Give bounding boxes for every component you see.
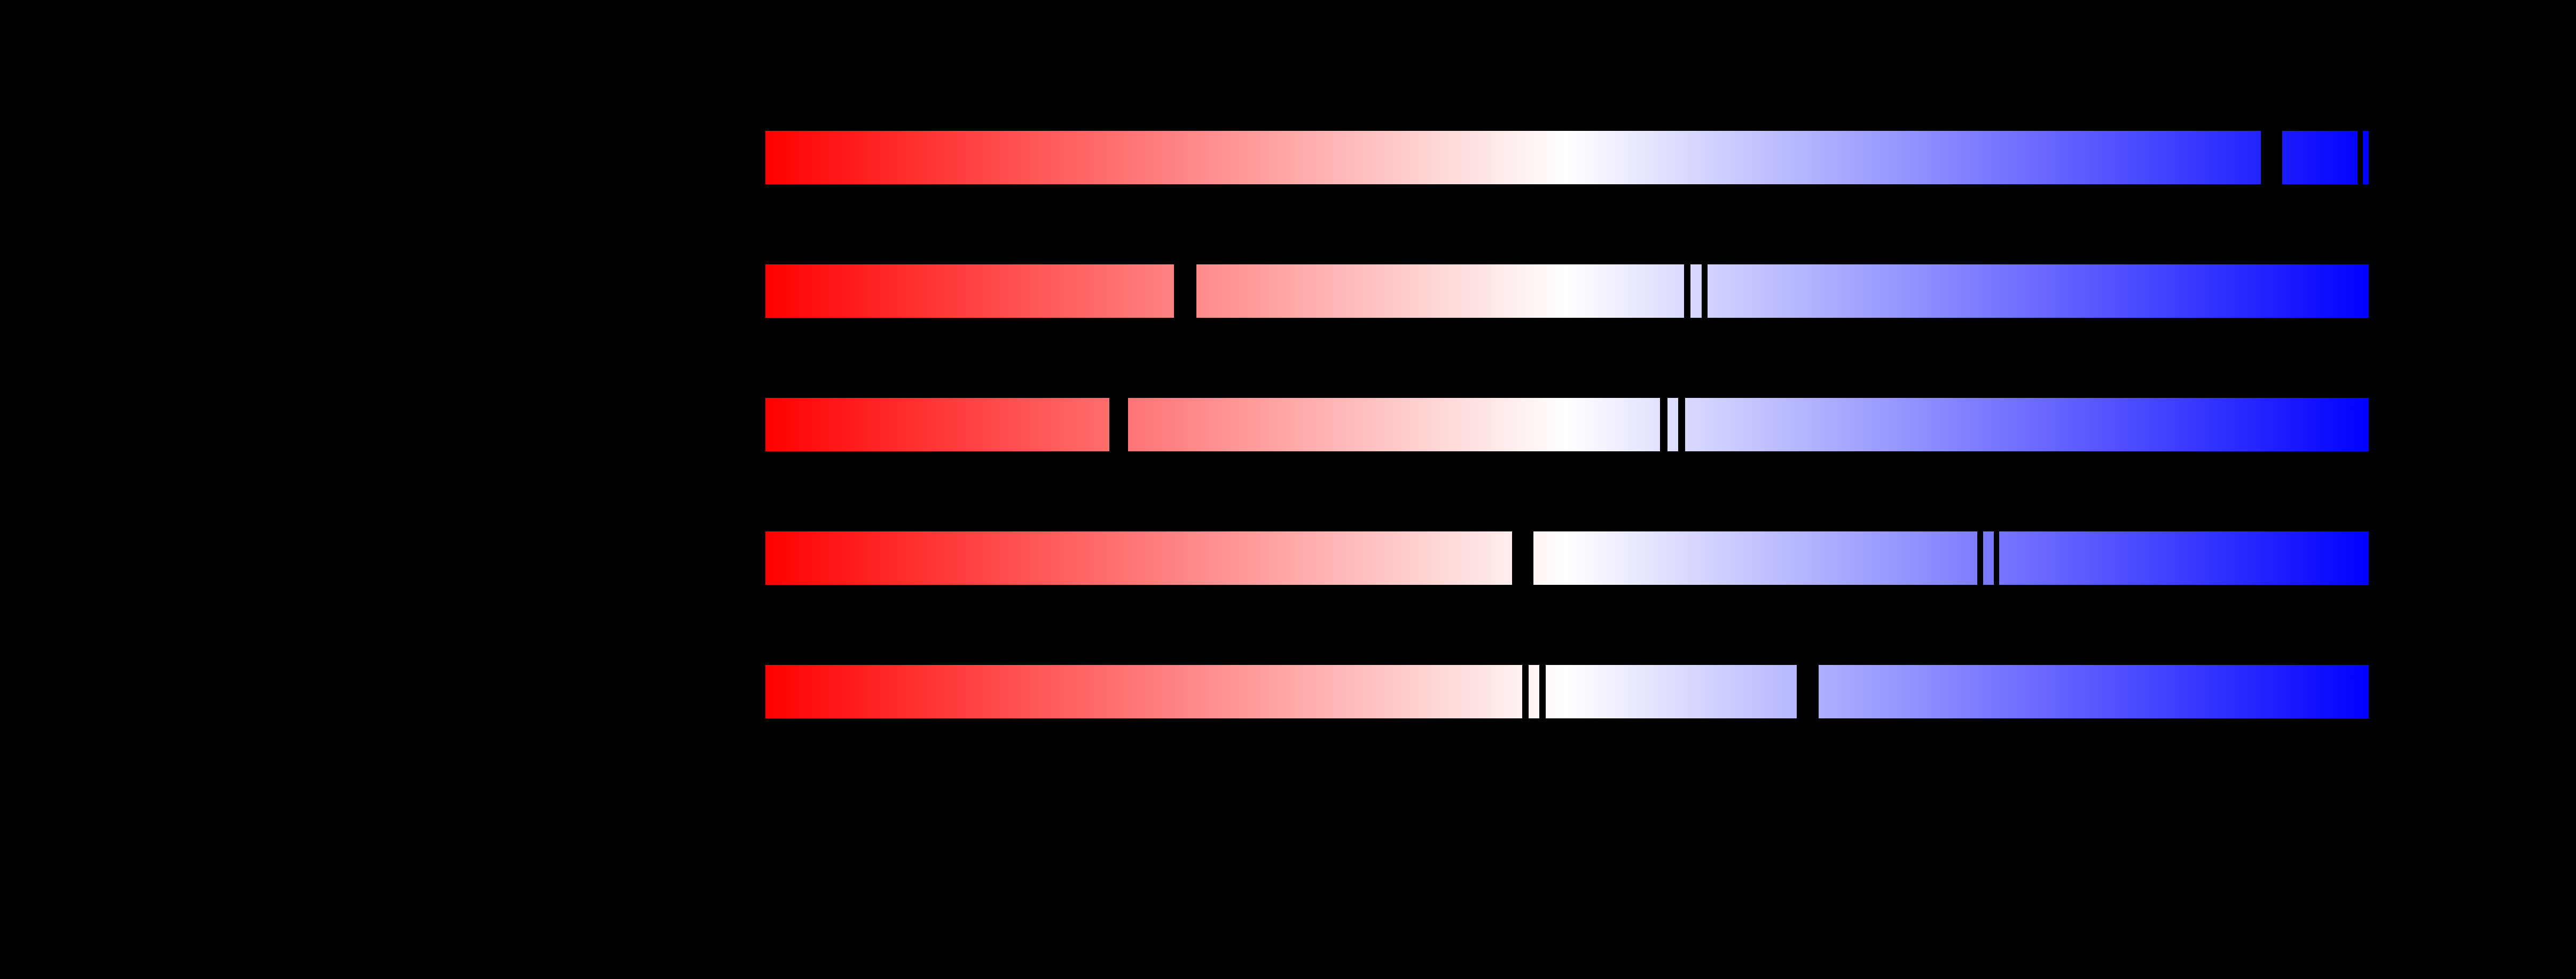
bar-gap-marker xyxy=(1174,264,1196,318)
bar-gap-marker xyxy=(1539,664,1546,719)
gradient-bar-row-1 xyxy=(765,130,2369,185)
gradient-bar-row-5 xyxy=(765,664,2369,719)
bar-gap-marker xyxy=(1702,264,1708,318)
bar-gap-marker xyxy=(2358,130,2363,185)
bar-gap-marker xyxy=(1678,397,1685,452)
gradient-bar-row-2 xyxy=(765,264,2369,318)
bar-gap-marker xyxy=(1684,264,1690,318)
gradient-bar-row-4 xyxy=(765,531,2369,585)
gradient-bar-row-3 xyxy=(765,397,2369,452)
bar-gap-marker xyxy=(1660,397,1667,452)
bar-gap-marker xyxy=(1512,531,1533,585)
bar-gap-marker xyxy=(1977,531,1983,585)
bar-gap-marker xyxy=(1522,664,1529,719)
bar-gap-marker xyxy=(1109,397,1128,452)
bar-gap-marker xyxy=(1994,531,1999,585)
bar-gap-marker xyxy=(2261,130,2282,185)
bar-gap-marker xyxy=(1797,664,1819,719)
